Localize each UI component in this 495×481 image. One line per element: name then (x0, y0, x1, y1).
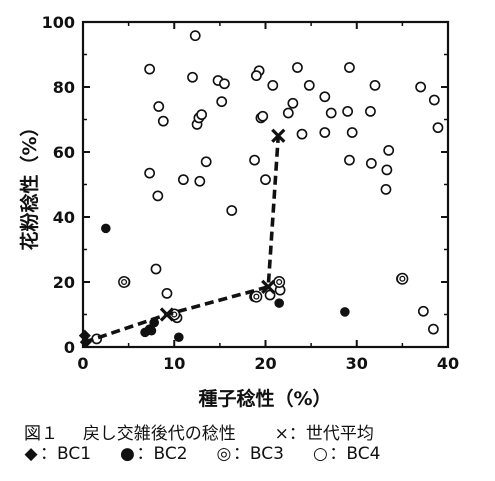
bc4-point (415, 81, 427, 93)
caption-title-row: 図１ 戻し交雑後代の稔性 ×：世代平均 (24, 424, 492, 444)
legend-label-bc3: ：BC3 (232, 444, 284, 464)
bc4-point (260, 174, 271, 186)
legend-item-bc1: ◆ ：BC1 (22, 444, 96, 464)
bc4-point (250, 70, 262, 82)
bc4-point (257, 110, 269, 122)
y-tick-label: 40 (53, 208, 75, 227)
bc4-point (157, 115, 169, 127)
bc4-point (153, 101, 165, 112)
legend-label-bc1: ：BC1 (40, 444, 92, 464)
bc4-point (344, 62, 355, 73)
open-circle-icon: ○ (312, 444, 328, 464)
figure-label: 図１ (24, 424, 58, 444)
legend-item-bc3: ◎：BC3 (215, 444, 289, 464)
bc4-point (219, 78, 230, 90)
bc4-point (187, 71, 198, 83)
x-axis-title: 種子稔性（%） (198, 387, 331, 410)
bc4-point (427, 323, 439, 335)
figure-caption: 図１ 戻し交雑後代の稔性 ×：世代平均 ◆ ：BC1 ●：BC2 ◎：BC3 ○：… (22, 424, 492, 464)
bc4-point (319, 127, 331, 138)
x-tick-label: 30 (346, 354, 368, 373)
generation-mean-point (271, 128, 286, 143)
bc4-point (344, 154, 355, 166)
bc4-point (287, 97, 299, 109)
legend-label-bc4: ：BC4 (329, 444, 381, 464)
y-axis-title: 花粉稔性（%） (18, 117, 41, 250)
bc4-point (381, 164, 393, 176)
figure-title: 戻し交雑後代の稔性 (82, 424, 236, 444)
bc4-point (342, 105, 354, 117)
y-tick-label: 60 (53, 143, 75, 162)
bc4-point (428, 94, 440, 106)
legend-item-bc4: ○：BC4 (311, 444, 380, 464)
x-tick-label: 10 (163, 354, 185, 373)
bc2-point (146, 325, 157, 336)
legend-item-bc2: ●：BC2 (118, 444, 192, 464)
bc3-point (396, 272, 409, 285)
y-tick-label: 80 (53, 78, 75, 97)
bc4-point (296, 128, 308, 140)
bc4-point (432, 122, 444, 134)
double-circle-icon: ◎ (216, 444, 232, 464)
chart: 0 10 20 30 40 0 20 40 60 80 100 花粉稔性（%） 種子稔性（%） (18, 13, 459, 410)
x-tick-label: 0 (77, 354, 88, 373)
bc4-point (152, 190, 164, 202)
bc2-point (174, 332, 184, 343)
legend-label-bc2: ：BC2 (136, 444, 188, 464)
y-tick-label: 20 (53, 273, 75, 292)
bc4-point (216, 96, 228, 108)
x-tick-label: 20 (254, 354, 276, 373)
bc4-point (383, 144, 395, 156)
bc4-point (194, 175, 206, 187)
bc4-point (144, 63, 156, 75)
bc4-point (292, 62, 303, 73)
bc4-point (417, 305, 429, 317)
bc3-point-inner (253, 293, 260, 300)
bc4-point (365, 157, 377, 169)
bc3-point (273, 276, 286, 288)
bc4-point (196, 109, 208, 121)
bc4-point (144, 167, 156, 179)
bc3-point (118, 276, 131, 288)
bc3-point-inner (276, 278, 283, 286)
bc4-point (189, 30, 201, 42)
bc3-point (250, 290, 263, 303)
x-tick-label: 40 (437, 354, 459, 373)
bc4-point (177, 174, 189, 186)
bc2-point (340, 307, 350, 317)
y-tick-label: 100 (42, 13, 75, 32)
bc4-point (282, 107, 294, 119)
bc2-point (274, 298, 284, 308)
legend-row: ◆ ：BC1 ●：BC2 ◎：BC3 ○：BC4 (22, 444, 492, 464)
generation-mean-point (261, 279, 276, 295)
bc4-point (325, 107, 337, 119)
diamond-icon: ◆ (24, 444, 38, 464)
mean-legend: ×：世代平均 (274, 424, 374, 444)
bc4-point (303, 79, 315, 91)
bc4-point (161, 287, 173, 299)
bc4-point (249, 154, 260, 166)
generation-mean-point (159, 307, 175, 322)
bc4-point (150, 263, 162, 275)
bc4-point (267, 79, 279, 91)
filled-circle-icon: ● (120, 444, 135, 464)
bc4-point (380, 183, 392, 195)
bc4-point (319, 91, 331, 103)
bc4-point (369, 79, 381, 91)
bc3-point-inner (399, 275, 406, 282)
bc4-point (346, 127, 358, 138)
y-tick-label: 0 (64, 338, 75, 357)
bc4-point (200, 156, 212, 168)
bc2-point (101, 223, 111, 234)
bc3-point-inner (121, 278, 128, 286)
scatter-plot: 0 10 20 30 40 0 20 40 60 80 100 花粉稔性（%） 種子稔性（%） (18, 13, 459, 410)
generation-mean-line (84, 135, 281, 344)
bc4-point (365, 105, 376, 117)
bc4-point (226, 205, 238, 216)
